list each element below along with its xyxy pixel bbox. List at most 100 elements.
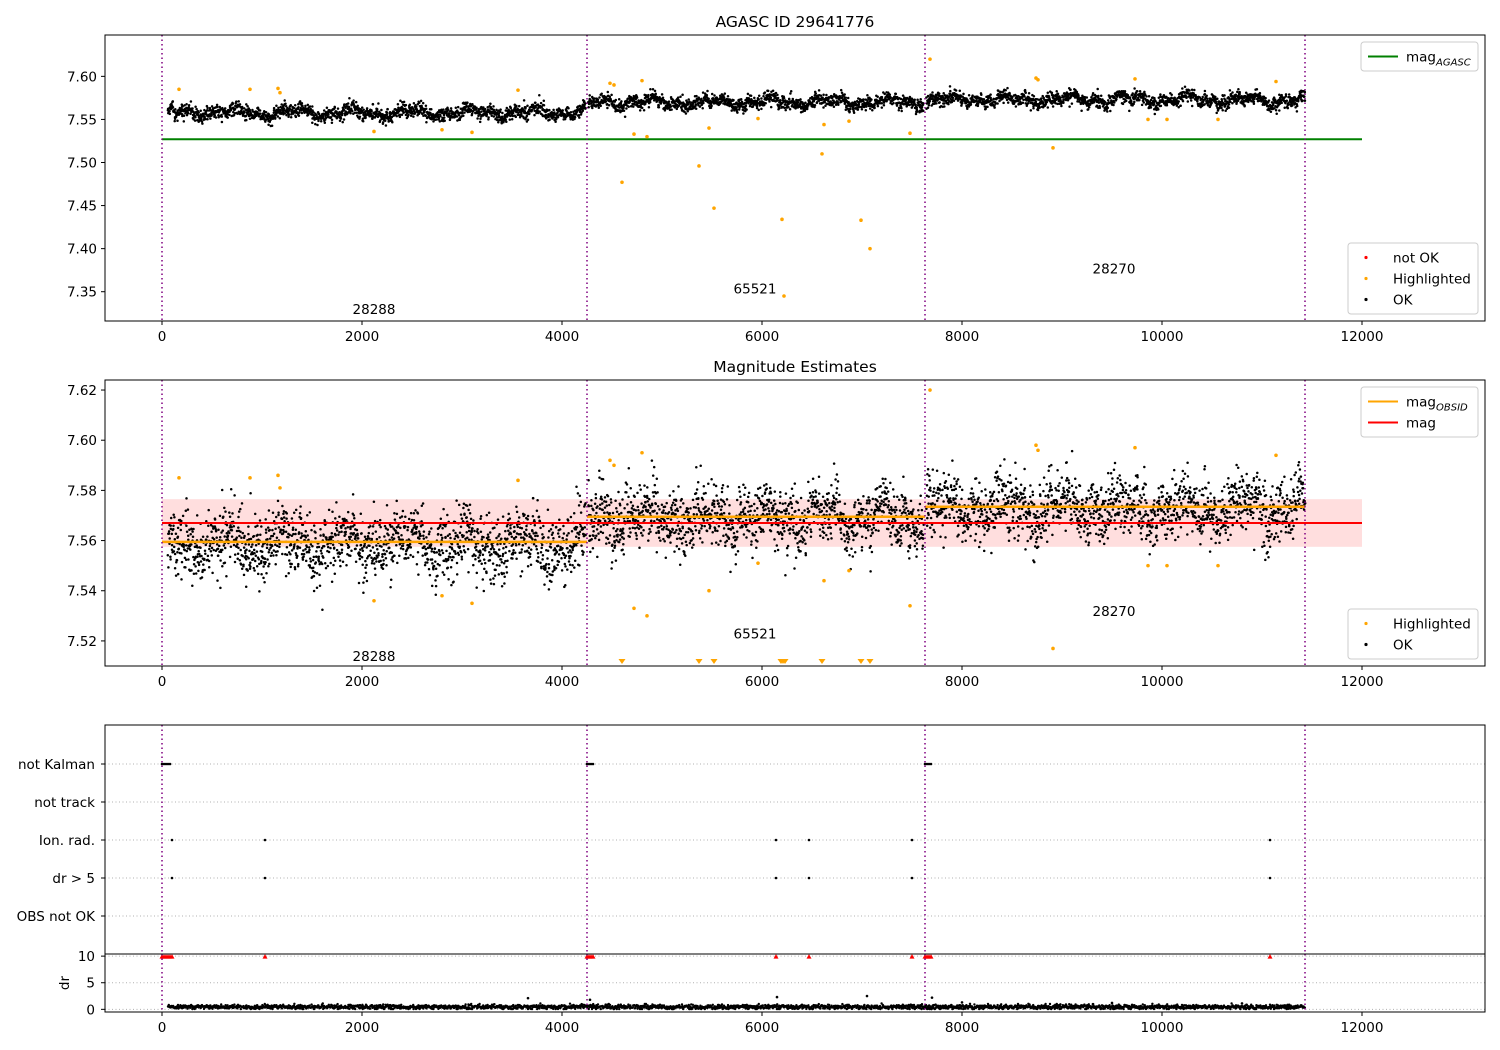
ok-point — [516, 107, 519, 110]
ok-point — [209, 549, 213, 553]
ok-point — [607, 103, 611, 107]
ok-point — [534, 101, 537, 105]
ok-point — [220, 488, 224, 492]
ok-point — [744, 104, 748, 108]
ok-point — [274, 515, 278, 519]
ok-point — [190, 543, 193, 546]
ok-point — [343, 103, 346, 106]
ok-point — [1106, 110, 1109, 113]
legend-dot-marker — [1364, 255, 1368, 260]
ok-point — [329, 115, 333, 119]
ok-point — [915, 110, 919, 113]
ok-point — [545, 116, 548, 120]
ok-point — [1274, 108, 1278, 112]
ok-point — [169, 558, 172, 561]
ok-point — [248, 117, 252, 120]
ok-point — [598, 96, 601, 99]
ok-point — [342, 118, 346, 121]
ok-point — [547, 115, 550, 119]
ok-point — [298, 546, 302, 550]
ok-point — [271, 534, 275, 538]
ok-point — [436, 113, 440, 117]
ok-point — [1303, 90, 1307, 94]
ok-point — [817, 89, 821, 92]
ok-point — [233, 553, 237, 556]
ok-point — [1099, 94, 1103, 97]
highlighted-point — [470, 130, 474, 135]
ok-point — [485, 113, 489, 117]
ok-point — [240, 567, 244, 570]
ok-point — [1032, 106, 1035, 110]
ok-point — [538, 110, 541, 113]
ok-point — [634, 100, 638, 104]
highlighted-point — [859, 218, 863, 223]
highlighted-point — [516, 88, 520, 92]
ok-point — [737, 108, 741, 111]
ok-point — [1285, 99, 1289, 103]
ok-point — [169, 516, 173, 520]
ok-point — [240, 502, 244, 505]
ok-point — [813, 103, 817, 107]
ok-point — [264, 518, 267, 521]
ok-point — [400, 113, 404, 116]
ok-point — [1004, 89, 1007, 92]
ok-point — [1143, 90, 1146, 94]
ok-point — [1056, 92, 1060, 96]
ok-point — [236, 557, 239, 561]
ok-point — [1269, 110, 1273, 113]
ok-point — [667, 100, 671, 103]
ok-point — [239, 507, 242, 511]
ok-point — [293, 543, 296, 547]
ok-point — [167, 530, 171, 533]
ok-point — [174, 574, 178, 577]
ok-point — [871, 108, 874, 112]
ok-point — [281, 552, 284, 556]
ok-point — [185, 530, 189, 534]
ok-point — [231, 512, 234, 515]
ok-point — [271, 528, 274, 532]
highlighted-point — [782, 294, 786, 298]
ok-point — [292, 511, 296, 515]
ok-point — [760, 97, 763, 100]
ok-point — [1188, 89, 1191, 92]
ok-point — [640, 106, 644, 110]
ok-point — [260, 117, 264, 121]
ok-point — [691, 102, 695, 106]
ok-point — [294, 115, 298, 119]
ok-point — [260, 550, 264, 553]
ok-point — [1062, 101, 1065, 105]
ok-point — [289, 552, 292, 556]
ok-point — [192, 527, 195, 531]
ok-point — [202, 563, 205, 566]
ok-point — [191, 584, 194, 588]
ok-point — [325, 106, 329, 109]
ok-point — [823, 101, 827, 104]
ok-point — [236, 112, 239, 115]
highlighted-point — [1146, 117, 1150, 122]
ok-point — [411, 112, 415, 115]
ok-point — [336, 107, 340, 110]
ok-point — [1106, 99, 1110, 102]
ok-point — [213, 518, 217, 521]
ok-point — [1096, 87, 1099, 91]
ok-point — [224, 510, 227, 513]
ok-point — [722, 94, 725, 97]
ok-point — [771, 89, 775, 93]
ok-point — [177, 547, 181, 551]
ok-point — [175, 559, 179, 562]
ok-point — [1179, 104, 1182, 108]
ok-point — [684, 112, 688, 115]
ok-point — [264, 531, 268, 534]
ok-point — [862, 98, 865, 101]
ok-point — [844, 96, 848, 99]
ok-point — [274, 113, 278, 117]
ok-point — [492, 108, 496, 112]
ok-point — [173, 516, 176, 519]
ok-point — [248, 549, 251, 553]
ok-point — [1216, 109, 1220, 112]
highlighted-point — [1036, 77, 1040, 82]
highlighted-point — [908, 131, 912, 136]
ok-point — [272, 106, 276, 110]
ok-point — [419, 111, 422, 114]
ok-point — [461, 111, 464, 115]
